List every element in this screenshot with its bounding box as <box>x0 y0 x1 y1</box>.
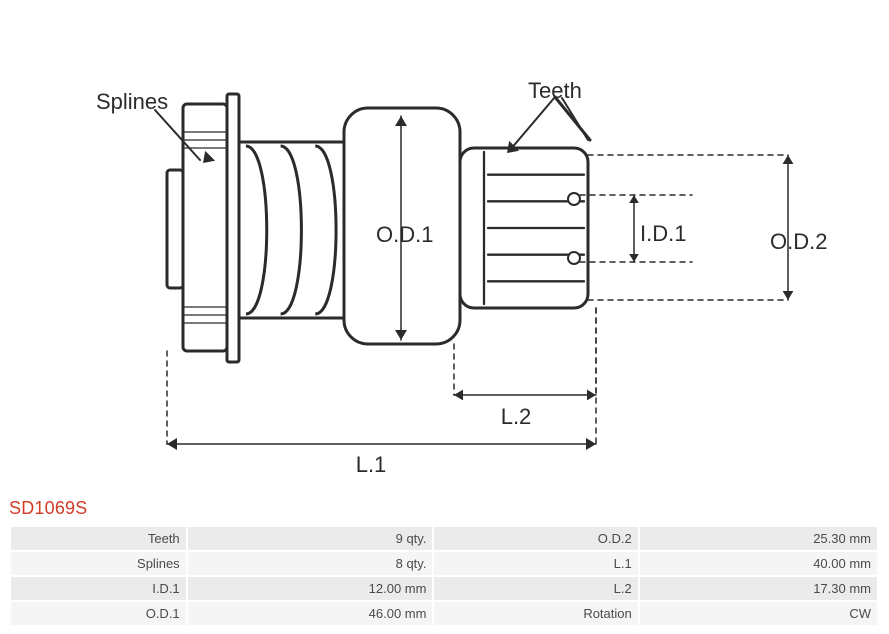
spec-key: I.D.1 <box>11 577 186 600</box>
spec-value: 17.30 mm <box>640 577 877 600</box>
table-row: Teeth9 qty.O.D.225.30 mm <box>11 527 877 550</box>
spec-value: 12.00 mm <box>188 577 433 600</box>
spec-key: Rotation <box>434 602 637 625</box>
spec-key: L.2 <box>434 577 637 600</box>
spec-key: O.D.2 <box>434 527 637 550</box>
page-root: SplinesTeethO.D.1O.D.2I.D.1L.1L.2 SD1069… <box>0 0 889 634</box>
svg-text:O.D.1: O.D.1 <box>376 222 433 247</box>
svg-text:L.2: L.2 <box>501 404 532 429</box>
spec-key: O.D.1 <box>11 602 186 625</box>
spec-key: Teeth <box>11 527 186 550</box>
spec-table: Teeth9 qty.O.D.225.30 mmSplines8 qty.L.1… <box>9 525 879 627</box>
svg-text:O.D.2: O.D.2 <box>770 229 827 254</box>
svg-text:I.D.1: I.D.1 <box>640 221 686 246</box>
svg-text:Splines: Splines <box>96 89 168 114</box>
spec-value: 46.00 mm <box>188 602 433 625</box>
spec-value: 9 qty. <box>188 527 433 550</box>
spec-value: 25.30 mm <box>640 527 877 550</box>
table-row: Splines8 qty.L.140.00 mm <box>11 552 877 575</box>
spec-value: CW <box>640 602 877 625</box>
table-row: O.D.146.00 mmRotationCW <box>11 602 877 625</box>
table-row: I.D.112.00 mmL.217.30 mm <box>11 577 877 600</box>
spec-key: L.1 <box>434 552 637 575</box>
part-number: SD1069S <box>9 498 87 519</box>
svg-text:L.1: L.1 <box>356 452 387 477</box>
svg-text:Teeth: Teeth <box>528 78 582 103</box>
technical-diagram: Splines Teeth O.D.1 O.D.2 I.D.1 L.1 L.2 <box>0 0 889 490</box>
spec-value: 40.00 mm <box>640 552 877 575</box>
spec-key: Splines <box>11 552 186 575</box>
spec-value: 8 qty. <box>188 552 433 575</box>
